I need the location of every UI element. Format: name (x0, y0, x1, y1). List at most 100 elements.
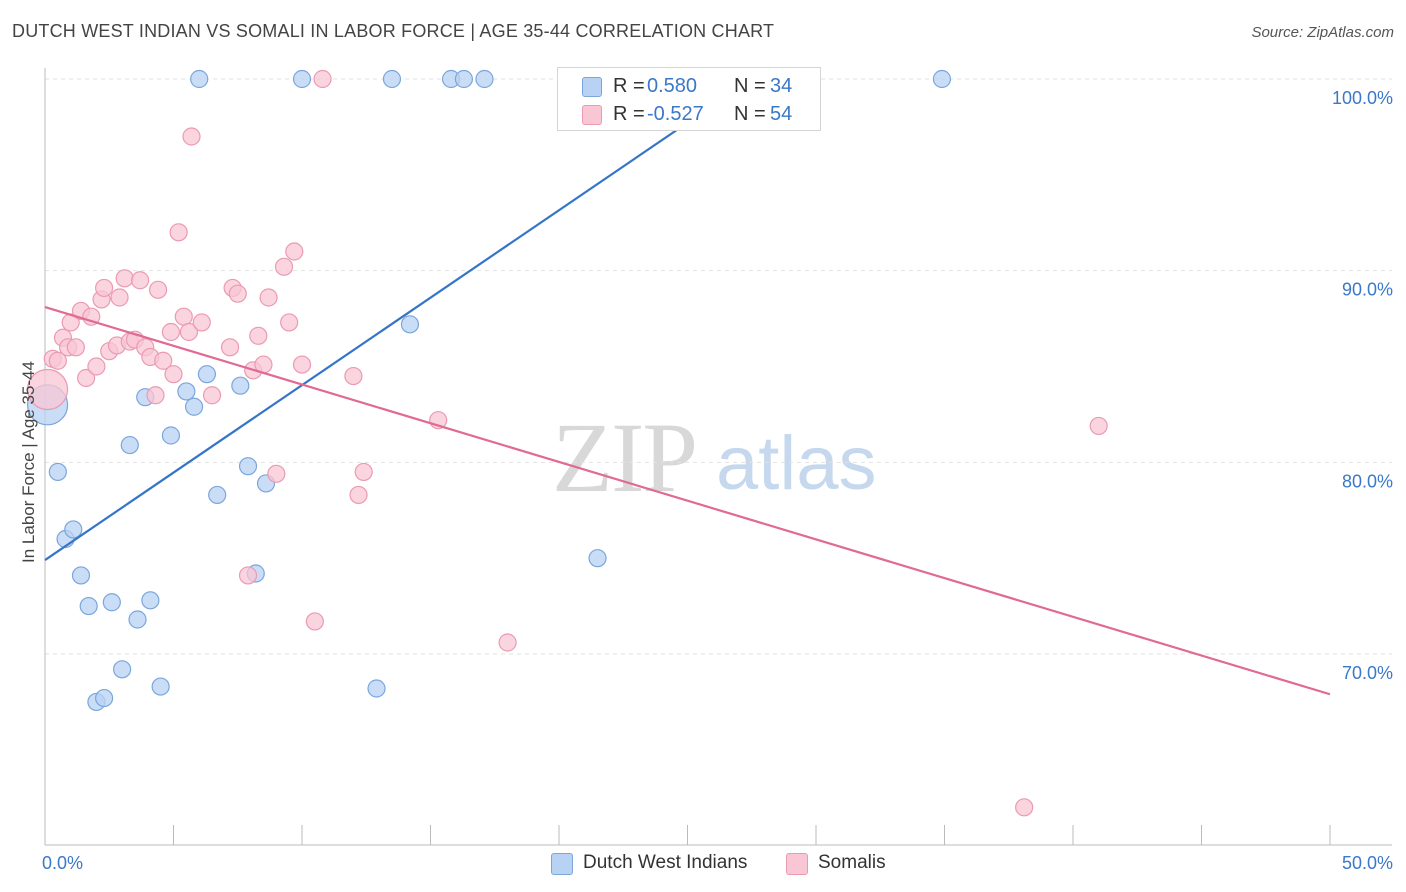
legend-label-somali: Somalis (818, 852, 886, 873)
y-tick-label: 70.0% (1342, 663, 1393, 683)
dutch-trendline (44, 78, 753, 561)
x-tick-label: 50.0% (1342, 853, 1393, 873)
somali-point (146, 386, 165, 405)
y-tick-label: 90.0% (1342, 280, 1393, 300)
somali-point (77, 368, 96, 388)
somali-point (1015, 798, 1034, 817)
somali-point (313, 69, 332, 89)
somali-point (349, 485, 368, 505)
somali-point (48, 351, 67, 370)
legend-swatch-pink (582, 105, 602, 125)
dutch-point (128, 610, 147, 629)
somali-point (274, 257, 294, 276)
dutch-point (71, 566, 91, 585)
dutch-point (382, 69, 402, 89)
axis-layer (44, 68, 1392, 846)
y-tick-label: 80.0% (1342, 471, 1393, 491)
dutch-point (184, 397, 204, 416)
dutch-point (190, 69, 209, 89)
somali-point (280, 313, 299, 332)
dutch-point (120, 435, 139, 455)
dutch-point (177, 382, 196, 401)
somali-point (344, 366, 363, 386)
somali-point (115, 269, 134, 288)
somali-point (169, 223, 188, 242)
dutch-point (95, 688, 114, 708)
dutch-point (161, 426, 181, 445)
somali-point (228, 284, 247, 303)
legend-swatch-blue (551, 853, 573, 875)
x-tick-label: 0.0% (42, 853, 83, 873)
somali-point (305, 612, 324, 631)
somali-point (220, 338, 240, 357)
somali-point (285, 242, 304, 261)
dutch-point (588, 549, 607, 568)
dutch-point (292, 69, 312, 89)
dutch-point (102, 593, 121, 612)
dutch-point (475, 69, 494, 89)
somali-point (238, 566, 258, 585)
somali-point (354, 462, 373, 482)
legend-r-label: R = (613, 103, 645, 125)
somali-point (66, 338, 85, 357)
somali-point (154, 351, 173, 370)
legend-swatch-blue (582, 77, 602, 97)
somali-point (192, 313, 211, 332)
somali-point (179, 322, 199, 342)
dutch-point (238, 457, 258, 476)
somali-point (249, 326, 268, 345)
dutch-point (151, 677, 170, 696)
legend-n-value: 34 (770, 75, 793, 97)
legend-r-value: 0.580 (647, 75, 698, 97)
dutch-point (141, 591, 160, 610)
somali-point (202, 386, 222, 405)
somali-point (148, 280, 168, 299)
dutch-point (48, 462, 67, 482)
somali-point (95, 278, 114, 298)
somali-point (259, 288, 278, 307)
legend-row-somali: R = -0.527 N = 54 (558, 101, 820, 129)
dutch-point (231, 376, 250, 395)
dutch-point (400, 315, 420, 334)
somali-point (498, 633, 517, 652)
legend-n-label: N = (734, 103, 766, 125)
legend-n-value: 54 (770, 103, 793, 125)
dutch-point (112, 660, 132, 679)
watermark-atlas: atlas (716, 421, 877, 506)
somali-point (26, 368, 69, 411)
y-axis-label: In Labor Force | Age 35-44 (19, 361, 38, 563)
legend-r-value: -0.527 (647, 103, 704, 125)
dutch-point (208, 485, 227, 505)
legend-n-label: N = (734, 75, 766, 97)
dutch-point (454, 69, 474, 89)
somali-point (182, 127, 201, 146)
watermark-zip: ZIP (552, 402, 698, 513)
correlation-legend: R = 0.580 N = 34 R = -0.527 N = 54 (557, 67, 821, 131)
somali-point (130, 271, 150, 290)
source-label: Source: ZipAtlas.com (1251, 24, 1394, 41)
chart-title: DUTCH WEST INDIAN VS SOMALI IN LABOR FOR… (12, 21, 775, 41)
trend-layer (44, 78, 1331, 696)
somali-point (292, 355, 312, 374)
somali-point (267, 464, 286, 483)
dutch-point (197, 365, 217, 384)
y-tick-label: 100.0% (1332, 88, 1393, 108)
dutch-point (64, 520, 83, 539)
dutch-point (932, 69, 952, 89)
dutch-point (79, 596, 98, 616)
somali-point (110, 288, 129, 307)
somali-point (161, 322, 181, 342)
somali-point (174, 307, 193, 326)
label-layer: 70.0% 80.0% 90.0% 100.0% 0.0% 50.0% In Labor F… (19, 88, 1393, 873)
legend-label-dutch: Dutch West Indians (583, 852, 748, 873)
somali-point (1089, 416, 1108, 436)
somali-point (87, 357, 106, 376)
somali-trendline (44, 306, 1331, 696)
somali-point (164, 365, 183, 384)
dutch-point (367, 679, 386, 698)
somali-point (82, 307, 101, 326)
point-layer (26, 69, 1108, 817)
legend-r-label: R = (613, 75, 645, 97)
legend-swatch-pink (786, 853, 808, 875)
